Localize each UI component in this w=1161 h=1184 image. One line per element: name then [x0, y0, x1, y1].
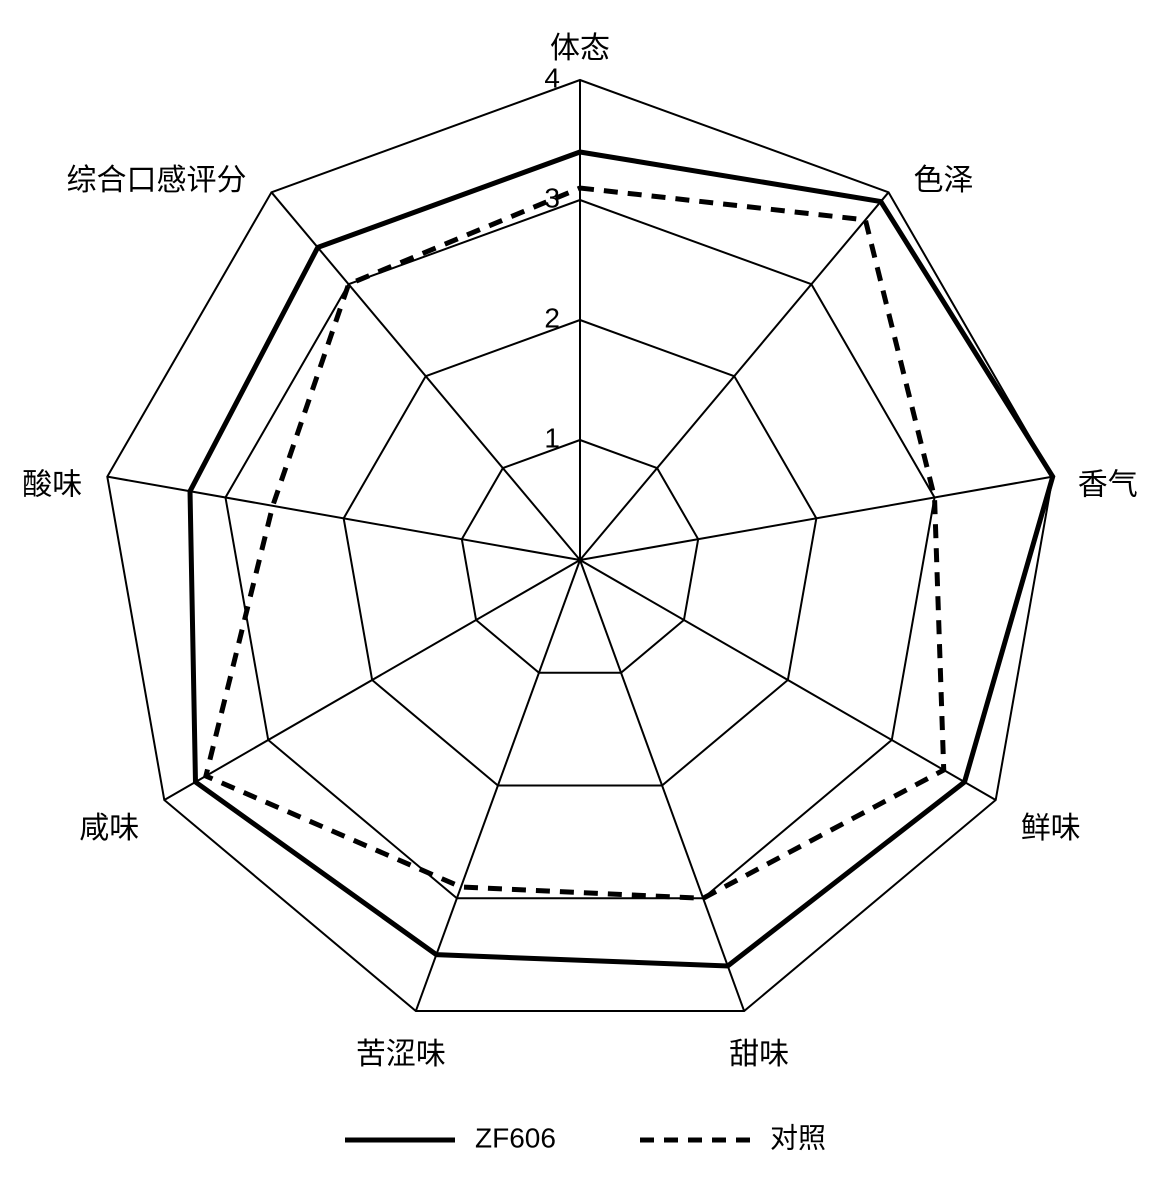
grid-spoke: [580, 192, 889, 560]
grid-spoke: [164, 560, 580, 800]
grid-spoke: [107, 477, 580, 560]
axis-label-overall: 综合口感评分: [66, 164, 246, 197]
grid-spoke: [580, 477, 1053, 560]
axis-label-sour: 酸味: [22, 469, 82, 502]
axis-label-bitter: 苦涩味: [356, 1038, 446, 1071]
legend-label: 对照: [770, 1122, 826, 1153]
series-1: [206, 188, 944, 898]
axis-label-sweet: 甜味: [729, 1038, 789, 1071]
ring-label: 4: [544, 62, 560, 93]
ring-label: 2: [544, 302, 560, 333]
legend-label: ZF606: [475, 1122, 556, 1153]
axis-label-salty: 咸味: [79, 812, 139, 845]
grid-spoke: [580, 560, 996, 800]
radar-chart: 1234体态色泽香气鲜味甜味苦涩味咸味酸味综合口感评分ZF606对照: [0, 0, 1161, 1184]
axis-label-umami: 鲜味: [1021, 812, 1081, 845]
axis-label-color: 色泽: [914, 164, 974, 197]
axis-label-aroma: 香气: [1078, 469, 1138, 502]
axis-label-body: 体态: [550, 32, 610, 65]
ring-label: 1: [544, 422, 560, 453]
